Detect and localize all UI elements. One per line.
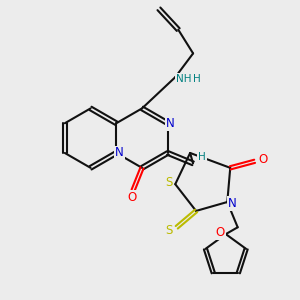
Text: H: H [198, 152, 206, 162]
Text: S: S [165, 176, 172, 189]
Text: O: O [258, 153, 268, 166]
Text: H: H [193, 74, 200, 84]
Text: O: O [127, 191, 136, 204]
Text: N: N [228, 197, 237, 210]
Text: NH: NH [176, 74, 191, 84]
Text: N: N [167, 117, 175, 130]
Text: S: S [166, 224, 173, 237]
Text: O: O [216, 226, 225, 239]
Text: N: N [115, 146, 124, 160]
